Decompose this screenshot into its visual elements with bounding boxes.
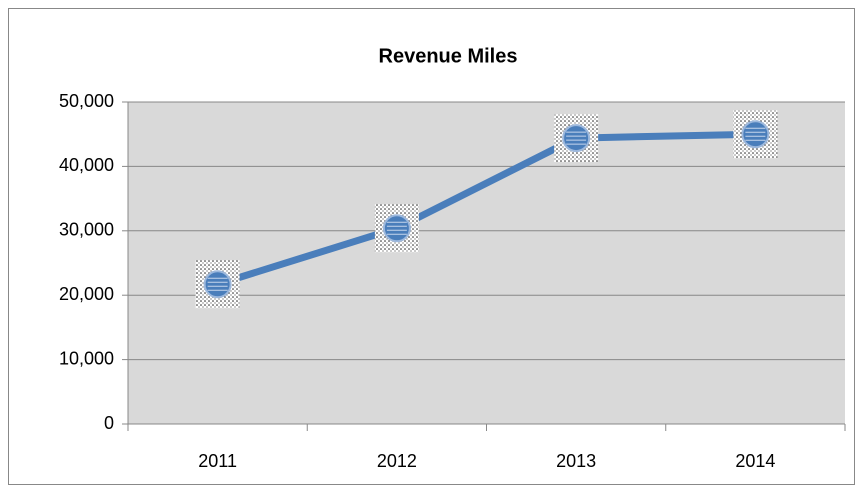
plot-area	[128, 102, 845, 424]
x-tick-label: 2014	[735, 451, 775, 471]
line	[214, 130, 759, 288]
chart-title: Revenue Miles	[379, 45, 518, 67]
marker	[374, 204, 419, 253]
y-tick-label: 20,000	[59, 284, 114, 304]
y-tick-label: 0	[104, 413, 114, 433]
marker	[733, 110, 778, 159]
x-tick-label: 2011	[198, 451, 237, 471]
x-tick-label: 2013	[556, 451, 596, 471]
y-tick-label: 40,000	[59, 155, 114, 175]
marker	[554, 114, 599, 163]
y-tick-label: 10,000	[59, 348, 114, 368]
y-tick-label: 30,000	[59, 220, 114, 240]
marker	[195, 260, 240, 309]
y-tick-label: 50,000	[59, 91, 114, 111]
x-tick-label: 2012	[377, 451, 417, 471]
